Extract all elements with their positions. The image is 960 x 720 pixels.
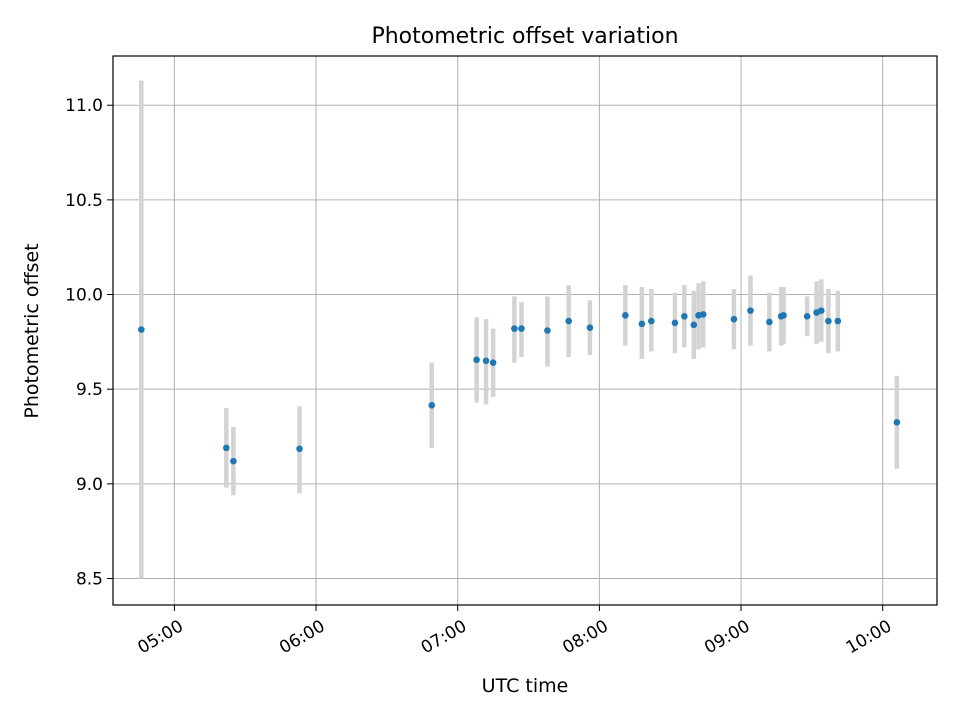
- data-point: [803, 313, 811, 320]
- data-point: [690, 321, 698, 329]
- y-tick-label: 9.0: [76, 475, 103, 495]
- data-point: [586, 324, 594, 331]
- data-point: [893, 419, 901, 426]
- data-point: [230, 457, 237, 465]
- data-point: [834, 317, 842, 325]
- data-point: [780, 312, 787, 319]
- data-point: [138, 326, 145, 333]
- data-point: [511, 325, 518, 332]
- y-axis-ticks: 8.5 9.0 9.5 10.0 10.5 11.0: [65, 96, 113, 589]
- data-point: [730, 315, 738, 323]
- data-point: [671, 319, 679, 327]
- data-point: [766, 318, 773, 326]
- data-point: [296, 445, 303, 453]
- data-point: [428, 401, 436, 409]
- data-point: [681, 313, 688, 320]
- data-point: [622, 312, 629, 319]
- y-tick-label: 8.5: [76, 569, 103, 589]
- data-point: [825, 317, 832, 325]
- data-point: [489, 359, 497, 366]
- data-point: [818, 307, 825, 314]
- data-point: [473, 356, 480, 364]
- data-point: [747, 307, 754, 314]
- data-points: [138, 307, 901, 465]
- chart-title: Photometric offset variation: [371, 24, 678, 49]
- data-point: [648, 317, 655, 325]
- data-point: [565, 317, 572, 325]
- data-point: [638, 320, 646, 328]
- x-axis-label: UTC time: [482, 675, 569, 697]
- data-point: [544, 327, 551, 334]
- grid-lines: [113, 56, 937, 605]
- y-tick-label: 9.5: [76, 380, 103, 400]
- y-tick-label: 10.0: [65, 286, 103, 306]
- data-point: [518, 325, 525, 332]
- plot-frame: [112, 55, 938, 606]
- y-axis-label: Photometric offset: [21, 243, 43, 418]
- data-point: [223, 444, 230, 452]
- y-tick-label: 11.0: [65, 96, 103, 116]
- y-tick-label: 10.5: [65, 191, 103, 211]
- data-point: [699, 311, 707, 318]
- data-point: [482, 357, 490, 365]
